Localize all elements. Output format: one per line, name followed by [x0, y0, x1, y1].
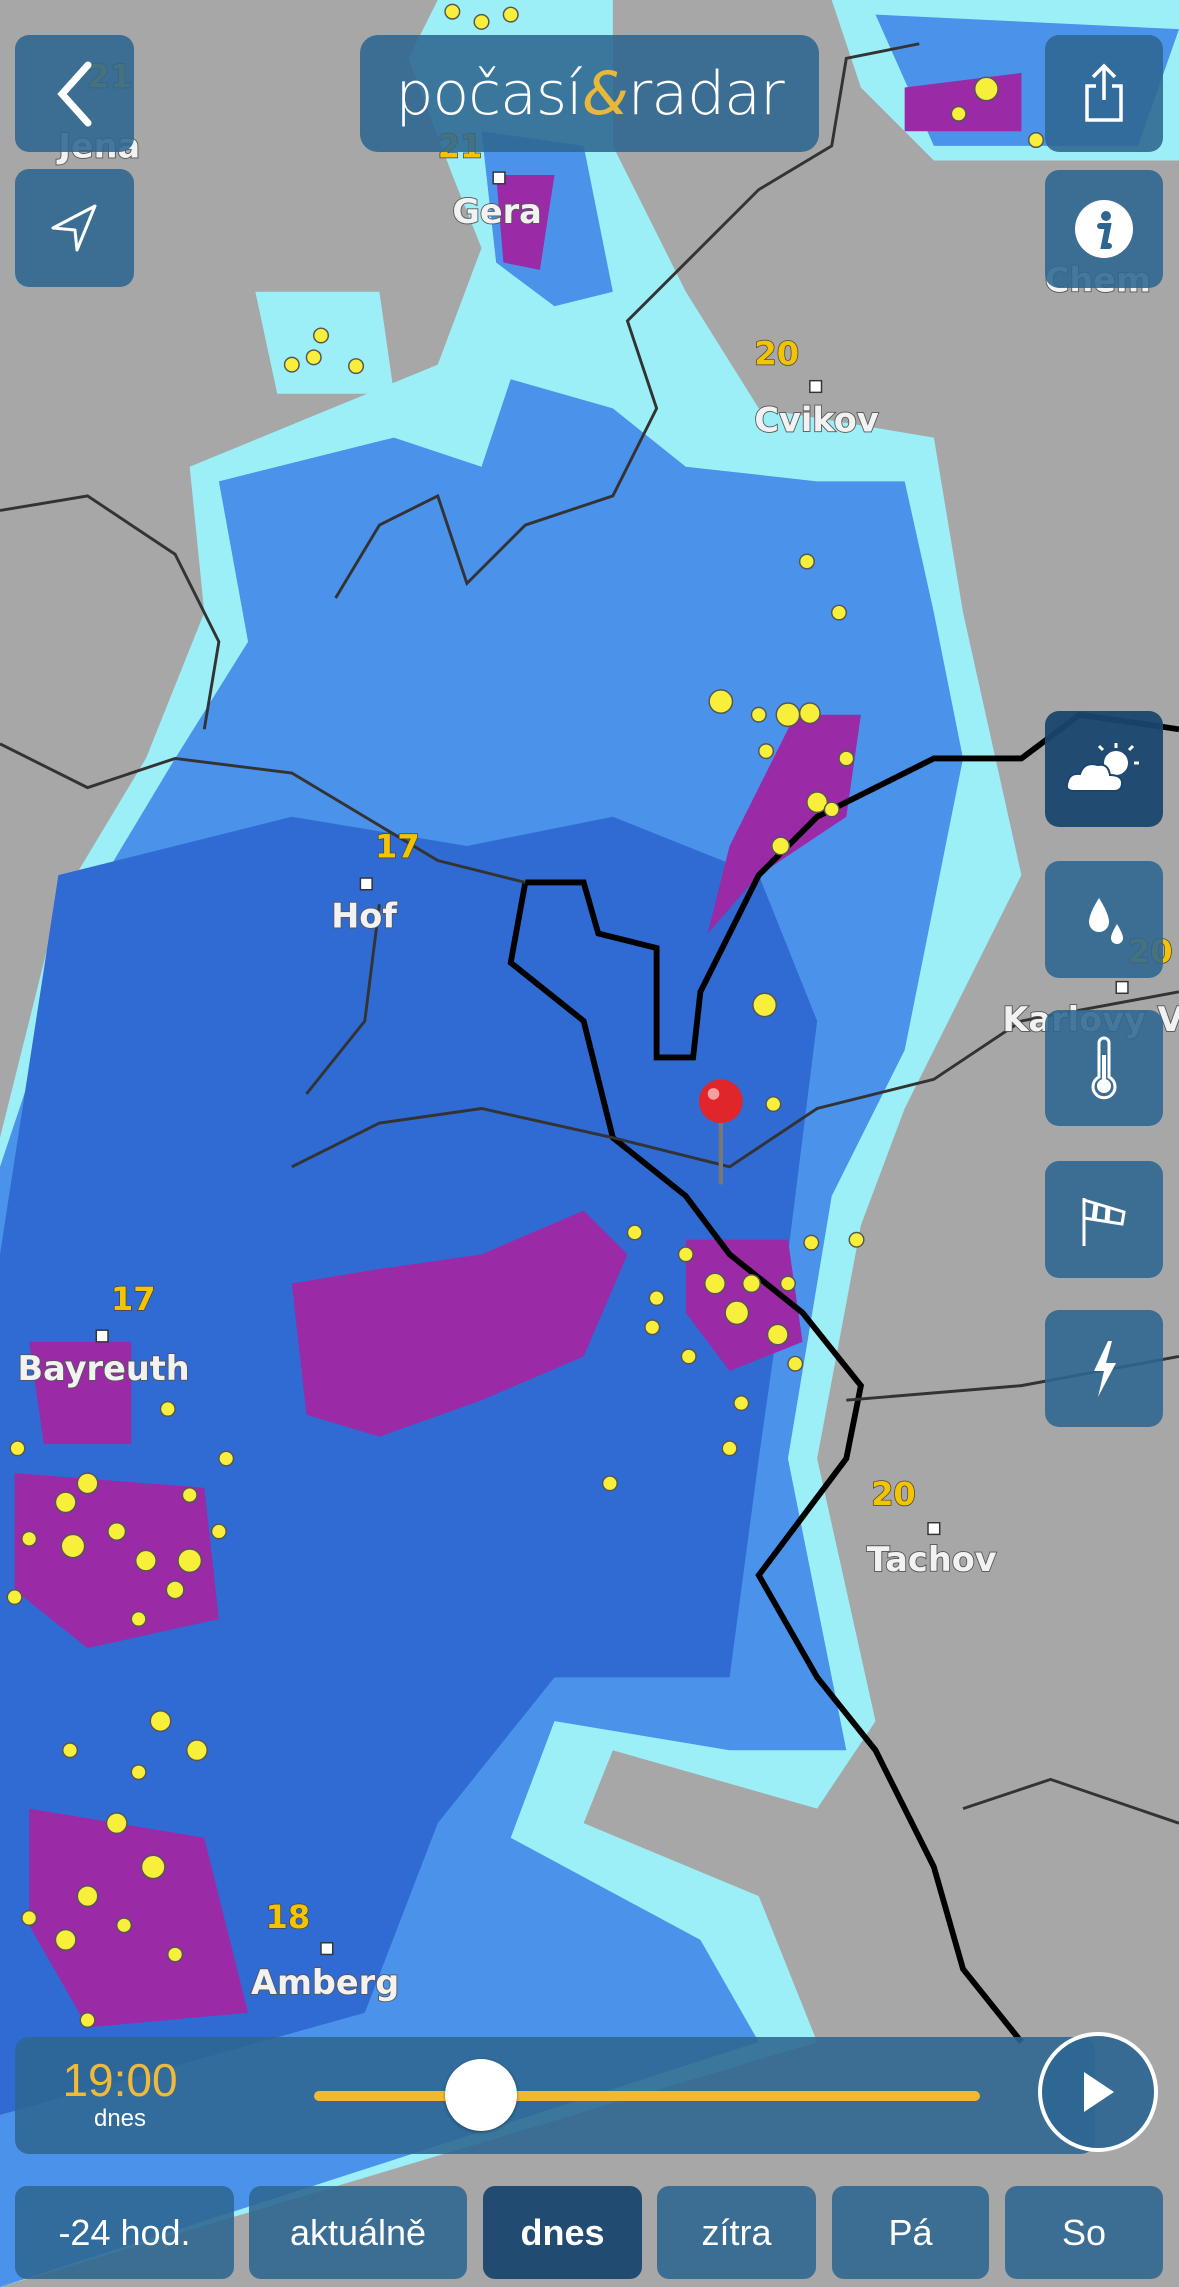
- time-day: dnes: [93, 2105, 147, 2132]
- day-button-saturday[interactable]: So: [1005, 2186, 1163, 2279]
- storm-core: [14, 1341, 249, 2028]
- city-label: Amberg: [251, 1963, 399, 2002]
- raindrops-icon: [1089, 897, 1123, 944]
- city-label: Tachov: [867, 1540, 997, 1579]
- lightning-strikes: [6, 3, 1045, 2029]
- play-icon: [1084, 2072, 1114, 2112]
- day-button-friday[interactable]: Pá: [832, 2186, 989, 2279]
- rain-area-light-3: [255, 291, 394, 394]
- timeline-slider-knob[interactable]: [444, 2059, 517, 2131]
- layer-temperature-button[interactable]: [1045, 1010, 1163, 1126]
- layer-lightning-button[interactable]: [1045, 1310, 1163, 1427]
- share-icon: [1085, 63, 1123, 122]
- storm-core: [707, 714, 861, 934]
- thermometer-icon: [1091, 1036, 1117, 1100]
- timeline-slider[interactable]: [314, 2091, 980, 2101]
- day-button-today[interactable]: dnes: [483, 2186, 642, 2279]
- day-button-label: Pá: [888, 2211, 933, 2253]
- city-label: Bayreuth: [18, 1349, 190, 1388]
- city-label: Hof: [331, 897, 397, 936]
- partly-cloudy-icon: [1065, 743, 1139, 792]
- temperature-label: 17: [111, 1280, 156, 1318]
- timeline-bar: 19:00 dnes: [15, 2037, 1095, 2154]
- windsock-icon: [1082, 1197, 1126, 1246]
- day-button-label: aktuálně: [289, 2211, 427, 2253]
- day-button-label: -24 hod.: [58, 2211, 191, 2253]
- time-display: 19:00 dnes: [55, 2055, 185, 2133]
- location-pin-icon[interactable]: [698, 1079, 743, 1185]
- locate-button[interactable]: [15, 169, 134, 287]
- day-button-tomorrow[interactable]: zítra: [657, 2186, 816, 2279]
- logo-ampersand: &: [581, 58, 629, 129]
- layer-wind-button[interactable]: [1045, 1161, 1163, 1278]
- country-border: [507, 711, 1179, 2044]
- share-button[interactable]: [1045, 35, 1163, 152]
- time-value: 19:00: [62, 2054, 178, 2106]
- info-icon: [1075, 200, 1133, 258]
- day-button-label: dnes: [520, 2211, 605, 2253]
- day-button-minus-24h[interactable]: -24 hod.: [15, 2186, 234, 2279]
- day-button-label: zítra: [701, 2211, 772, 2253]
- day-button-label: So: [1061, 2211, 1107, 2253]
- temperature-label: 20: [871, 1475, 916, 1513]
- logo-text: radar: [627, 58, 785, 129]
- play-button[interactable]: [1038, 2032, 1158, 2152]
- chevron-left-icon: [56, 61, 91, 126]
- logo-text: počasí: [395, 58, 582, 129]
- temperature-label: 18: [266, 1898, 311, 1936]
- storm-core: [496, 72, 1022, 270]
- app-logo: počasí&radar: [360, 35, 819, 152]
- city-label: Cvikov: [754, 401, 878, 440]
- day-button-now[interactable]: aktuálně: [249, 2186, 467, 2279]
- storm-core: [291, 1210, 628, 1437]
- back-button[interactable]: [15, 35, 134, 152]
- layer-precipitation-button[interactable]: [1045, 861, 1163, 978]
- location-arrow-icon: [51, 204, 96, 252]
- region-border: [0, 42, 1179, 1825]
- temperature-label: 20: [754, 335, 799, 373]
- lightning-icon: [1094, 1340, 1116, 1397]
- temperature-label: 17: [375, 828, 420, 866]
- layer-weather-button[interactable]: [1045, 711, 1163, 827]
- city-label: Gera: [452, 192, 542, 231]
- info-button[interactable]: [1045, 170, 1163, 288]
